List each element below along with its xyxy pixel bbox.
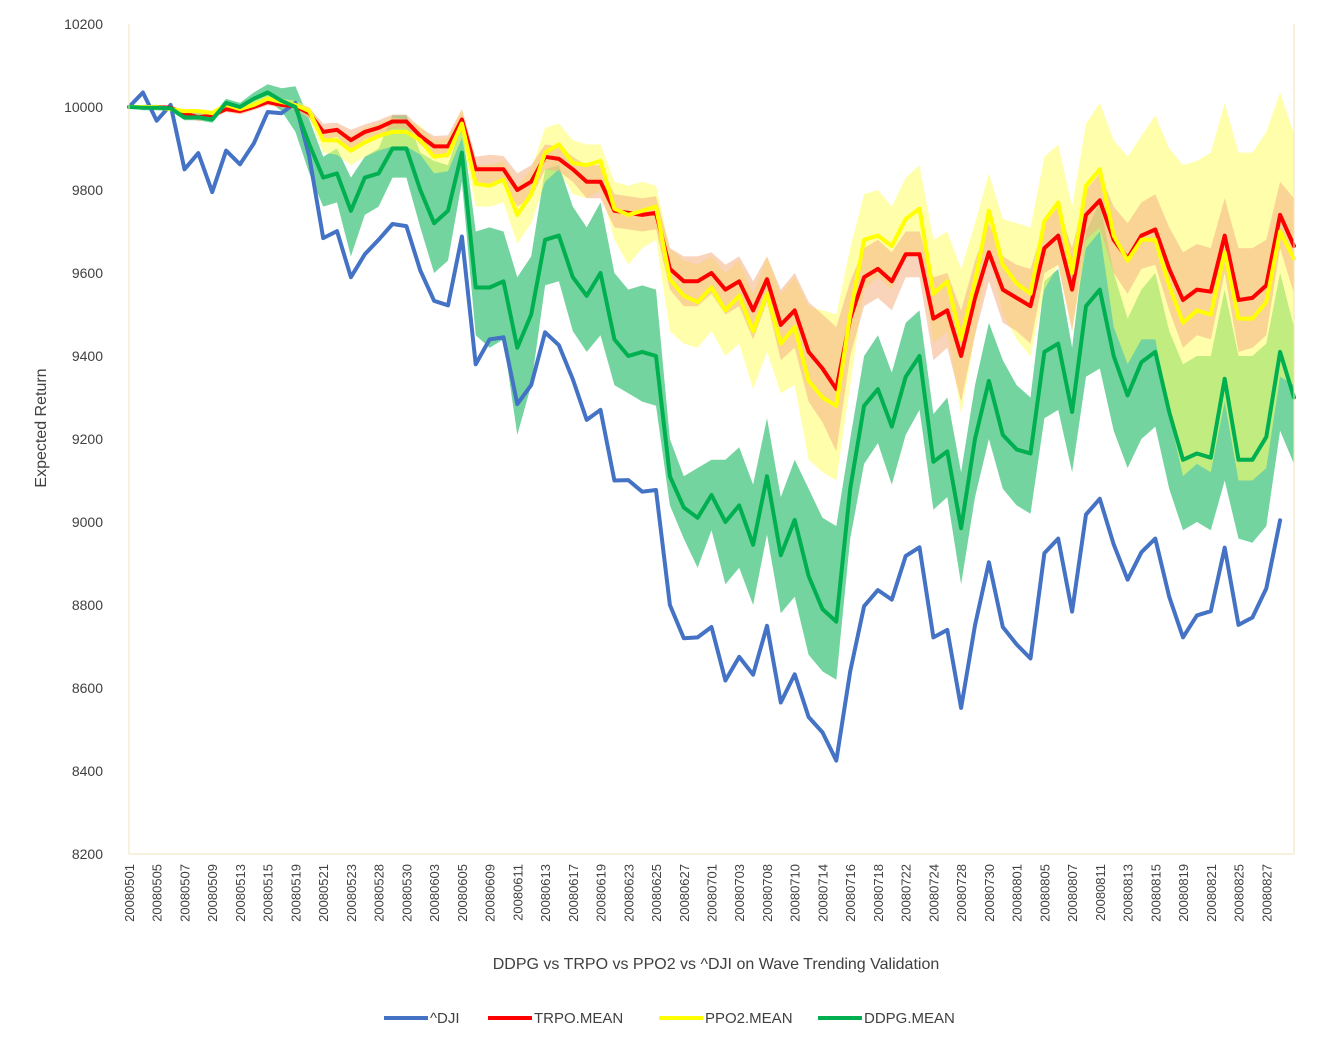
x-tick-label: 20080801 [1010,864,1025,922]
x-tick-label: 20080815 [1148,864,1163,922]
y-tick-label: 10000 [64,99,103,115]
y-tick-label: 10200 [64,16,103,32]
series-lines [127,90,1296,763]
x-tick-label: 20080530 [399,864,414,922]
legend-item: PPO2.MEAN [659,1010,793,1027]
x-tick-label: 20080821 [1204,864,1219,922]
x-tick-label: 20080513 [233,864,248,922]
legend-item: DDPG.MEAN [818,1010,955,1027]
series-line-ppo2-mean [127,96,1296,408]
axes: 8200 8400 8600 8800 9000 9200 9400 9600 9800 1000… [64,16,1295,922]
y-tick-label: 9600 [72,265,103,281]
x-tick-label: 20080505 [150,864,165,922]
x-tick-label: 20080627 [677,864,692,922]
y-tick-label: 9200 [72,431,103,447]
x-tick-label: 20080718 [871,864,886,922]
x-tick-label: 20080819 [1176,864,1191,922]
legend-label: ^DJI [430,1010,460,1027]
x-tick-label: 20080509 [205,864,220,922]
confidence-bands [129,84,1294,680]
x-tick-label: 20080613 [538,864,553,922]
x-tick-label: 20080507 [178,864,193,922]
x-tick-label: 20080625 [649,864,664,922]
y-tick-label: 8600 [72,680,103,696]
x-axis-title: DDPG vs TRPO vs PPO2 vs ^DJI on Wave Tre… [493,956,939,973]
x-tick-label: 20080703 [732,864,747,922]
x-tick-label: 20080501 [122,864,137,922]
x-tick-label: 20080619 [594,864,609,922]
y-tick-label: 8200 [72,846,103,862]
x-tick-label: 20080807 [1065,864,1080,922]
x-tick-label: 20080523 [344,864,359,922]
x-tick-label: 20080722 [899,864,914,922]
y-tick-label: 8800 [72,597,103,613]
x-tick-label: 20080515 [261,864,276,922]
x-tick-label: 20080521 [316,864,331,922]
x-tick-label: 20080605 [455,864,470,922]
y-axis-title: Expected Return [33,368,50,487]
x-tick-label: 20080519 [288,864,303,922]
y-tick-label: 9800 [72,182,103,198]
x-tick-label: 20080701 [705,864,720,922]
legend: ^DJI TRPO.MEAN PPO2.MEAN DDPG.MEAN [384,1010,955,1027]
legend-item: ^DJI [384,1010,460,1027]
series-line-ddpg-mean [127,90,1296,624]
x-tick-label: 20080611 [510,864,525,921]
legend-label: DDPG.MEAN [864,1010,955,1027]
x-tick-label: 20080827 [1259,864,1274,922]
series-line-dji [127,90,1283,763]
x-tick-label: 20080724 [926,864,941,922]
series-line-trpo-mean [127,100,1296,392]
band-ddpg [129,84,1294,680]
y-tick-label: 9400 [72,348,103,364]
x-tick-label: 20080609 [483,864,498,922]
x-tick-label: 20080805 [1037,864,1052,922]
x-tick-label: 20080730 [982,864,997,922]
y-tick-label: 9000 [72,514,103,530]
legend-item: TRPO.MEAN [488,1010,623,1027]
x-tick-label: 20080623 [621,864,636,922]
x-tick-label: 20080825 [1232,864,1247,922]
x-tick-label: 20080714 [816,864,831,922]
x-tick-label: 20080716 [843,864,858,922]
x-tick-label: 20080813 [1121,864,1136,922]
x-tick-label: 20080617 [566,864,581,922]
y-tick-label: 8400 [72,763,103,779]
x-tick-label: 20080728 [954,864,969,922]
legend-label: TRPO.MEAN [534,1010,623,1027]
x-tick-label: 20080528 [372,864,387,922]
x-tick-label: 20080811 [1093,864,1108,921]
x-tick-label: 20080710 [788,864,803,922]
legend-label: PPO2.MEAN [705,1010,793,1027]
x-tick-label: 20080708 [760,864,775,922]
x-tick-label: 20080603 [427,864,442,922]
